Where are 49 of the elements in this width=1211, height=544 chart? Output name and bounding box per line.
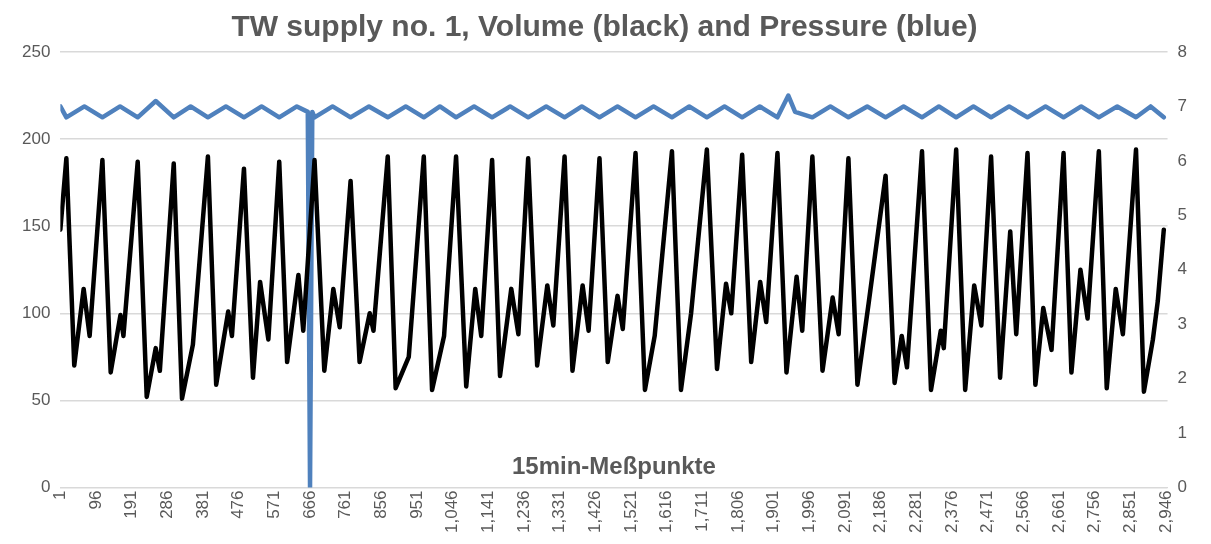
x-axis-title: 15min-Meßpunkte: [511, 452, 716, 480]
y-tick-label: 200: [21, 128, 51, 148]
x-tick-label: 1,806: [727, 490, 747, 534]
y2-tick-label: 5: [1177, 204, 1188, 224]
x-tick-label: 571: [264, 490, 284, 519]
x-tick-label: 381: [192, 490, 212, 519]
x-tick-label: 2,851: [1120, 490, 1140, 534]
x-tick-label: 2,566: [1013, 490, 1033, 534]
x-tick-label: 951: [406, 490, 426, 519]
x-tick-label: 2,471: [977, 490, 997, 534]
x-tick-label: 96: [85, 490, 105, 510]
x-tick-label: 1,996: [799, 490, 819, 534]
x-tick-label: 191: [121, 490, 141, 519]
x-tick-label: 856: [371, 490, 391, 519]
x-tick-label: 2,376: [941, 490, 961, 534]
y2-tick-label: 1: [1177, 422, 1188, 442]
y-tick-label: 50: [31, 390, 51, 410]
y-tick-label: 250: [21, 41, 51, 61]
x-tick-label: 2,946: [1155, 490, 1175, 534]
x-tick-label: 1,521: [620, 490, 640, 534]
x-tick-label: 1: [50, 490, 70, 500]
x-tick-label: 666: [299, 490, 319, 519]
x-tick-label: 476: [228, 490, 248, 519]
x-tick-label: 2,756: [1084, 490, 1104, 534]
x-tick-label: 2,281: [906, 490, 926, 534]
y-tick-label: 100: [21, 302, 51, 322]
y-tick-label: 150: [21, 215, 51, 235]
x-tick-label: 1,236: [513, 490, 533, 534]
x-tick-label: 1,711: [692, 490, 712, 532]
x-tick-label: 761: [335, 490, 355, 519]
y2-tick-label: 0: [1177, 477, 1188, 497]
x-tick-label: 1,331: [549, 490, 569, 534]
x-tick-label: 286: [157, 490, 177, 519]
x-tick-label: 2,661: [1048, 490, 1068, 534]
y2-tick-label: 8: [1177, 41, 1188, 61]
y2-tick-label: 7: [1177, 96, 1188, 116]
x-tick-label: 1,901: [763, 490, 783, 534]
x-tick-label: 1,616: [656, 490, 676, 534]
y2-tick-label: 4: [1177, 259, 1188, 279]
y2-tick-label: 3: [1177, 313, 1188, 333]
y2-tick-label: 6: [1177, 150, 1188, 170]
x-tick-label: 1,046: [442, 490, 462, 534]
x-tick-label: 2,186: [870, 490, 890, 534]
y2-tick-label: 2: [1177, 368, 1188, 388]
y-tick-label: 0: [40, 477, 51, 497]
x-tick-label: 1,141: [478, 490, 498, 534]
chart-title: TW supply no. 1, Volume (black) and Pressure (blue): [231, 9, 978, 43]
x-tick-label: 2,091: [834, 490, 854, 534]
x-tick-label: 1,426: [585, 490, 605, 534]
